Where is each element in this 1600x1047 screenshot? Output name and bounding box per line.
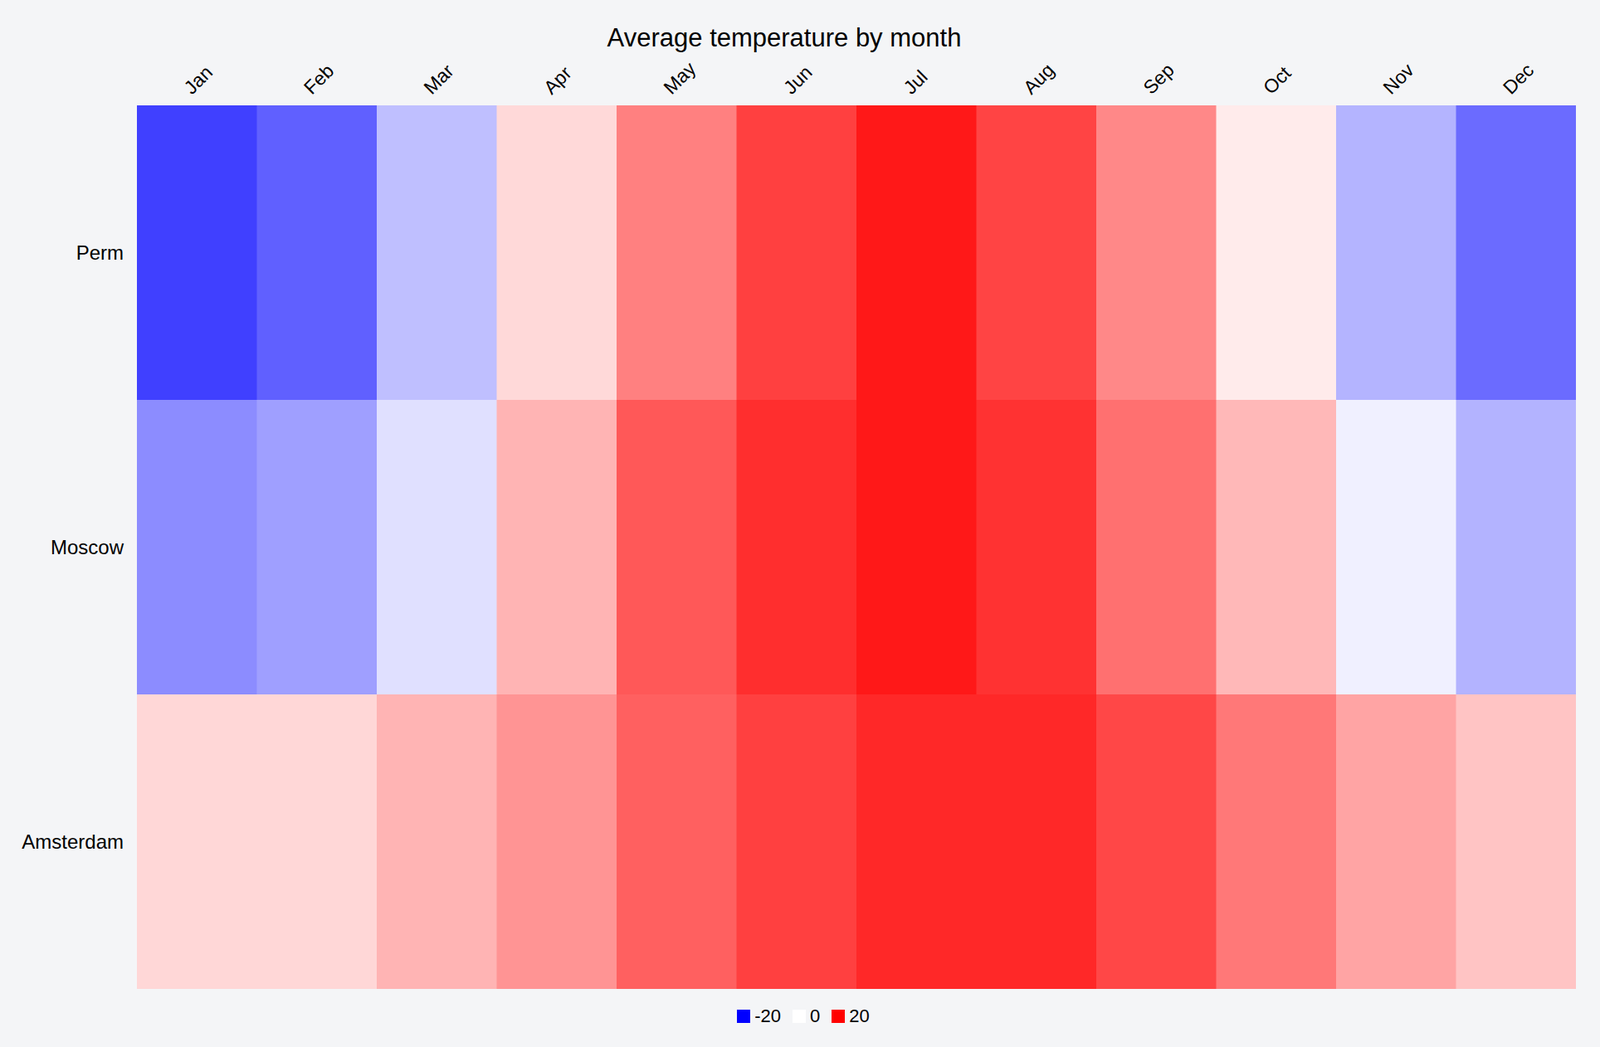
- svg-text:Sep: Sep: [1138, 58, 1178, 98]
- svg-text:Perm: Perm: [76, 241, 124, 264]
- svg-text:Aug: Aug: [1019, 58, 1059, 98]
- svg-text:Nov: Nov: [1378, 58, 1419, 99]
- html-text:-20: -20: [754, 1005, 781, 1027]
- svg-text:Jan: Jan: [179, 61, 217, 99]
- svg-text:Apr: Apr: [539, 62, 576, 99]
- html-text:Average temperature by month: Average temperature by month: [607, 23, 962, 53]
- svg-text:Feb: Feb: [299, 59, 338, 98]
- svg-text:Mar: Mar: [419, 59, 459, 99]
- svg-text:Moscow: Moscow: [50, 536, 125, 559]
- svg-text:Jun: Jun: [779, 61, 817, 99]
- svg-text:Oct: Oct: [1258, 61, 1296, 98]
- svg-text:Jul: Jul: [898, 65, 932, 98]
- html-text:20: 20: [849, 1005, 870, 1027]
- svg-text:May: May: [658, 57, 700, 98]
- html-text:0: 0: [809, 1005, 821, 1027]
- svg-text:Amsterdam: Amsterdam: [21, 830, 124, 854]
- svg-text:Dec: Dec: [1498, 58, 1538, 98]
